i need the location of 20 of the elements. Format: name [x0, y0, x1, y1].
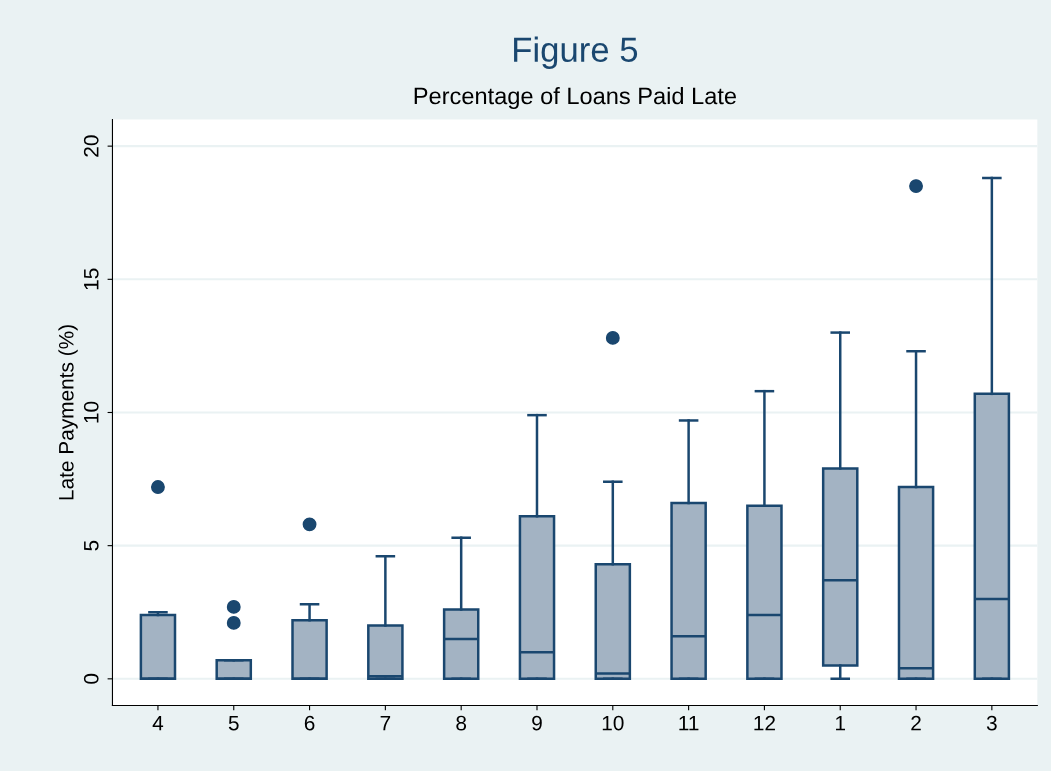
x-tick-label: 6: [304, 715, 315, 731]
y-tick-label: 15: [84, 268, 99, 290]
x-tick-label: 11: [679, 715, 699, 731]
x-tick-label: 9: [532, 715, 542, 731]
chart-title: Figure 5: [514, 36, 638, 69]
y-axis-title: Late Payments (%): [58, 325, 78, 500]
x-tick-label: 5: [228, 715, 239, 731]
y-tick-label: 5: [84, 540, 99, 551]
x-tick-label: 10: [602, 715, 624, 731]
x-tick-label: 4: [152, 715, 164, 731]
x-tick-label: 8: [456, 715, 467, 731]
x-tick-label: 7: [380, 715, 391, 731]
y-tick-label: 20: [83, 135, 99, 157]
y-tick-label: 0: [83, 673, 99, 684]
x-tick-label: 3: [986, 715, 997, 731]
y-tick-label: 10: [83, 401, 99, 423]
x-tick-label: 2: [911, 715, 921, 731]
chart-subtitle: Percentage of Loans Paid Late: [414, 86, 736, 109]
x-tick-label: 1: [836, 715, 846, 731]
x-tick-label: 12: [754, 715, 775, 731]
